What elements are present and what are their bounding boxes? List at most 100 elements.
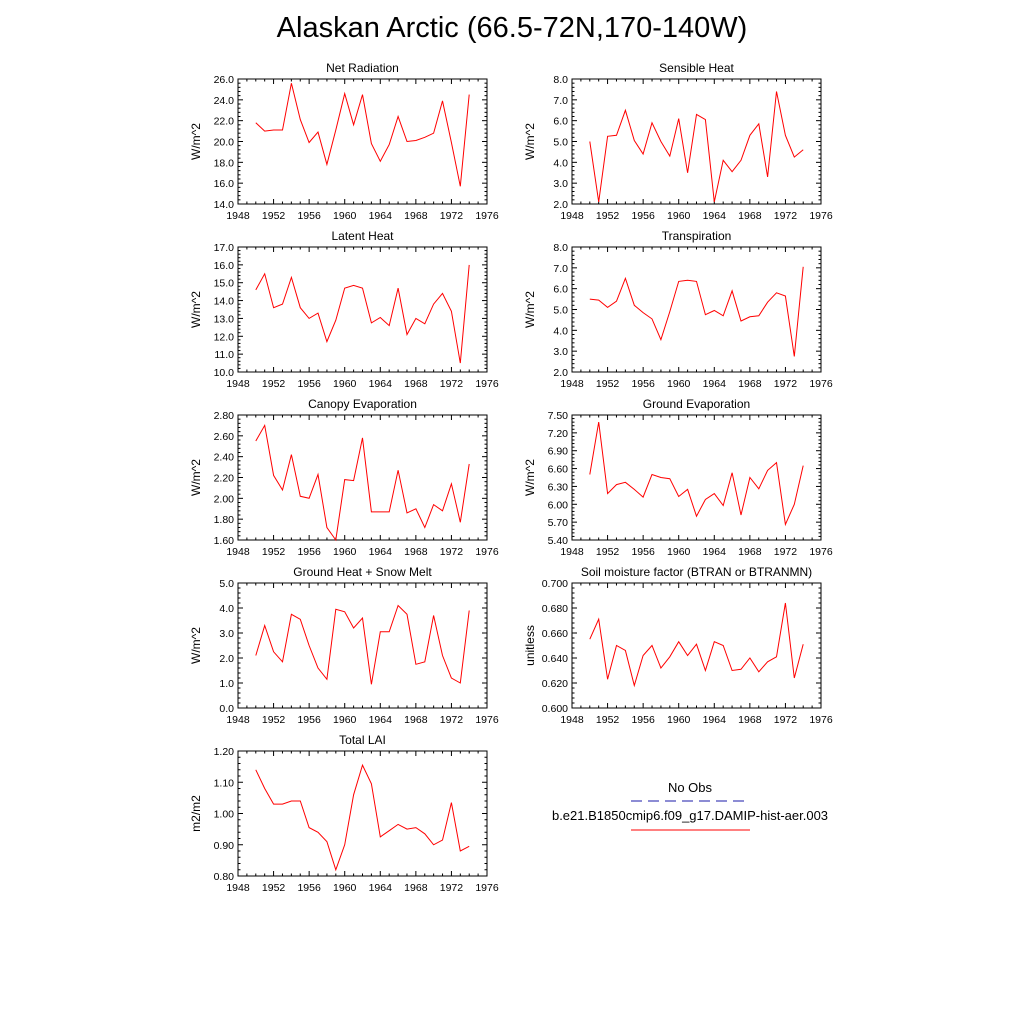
x-tick-label: 1960 (333, 714, 357, 726)
y-tick-label: 0.640 (542, 653, 568, 665)
x-tick-label: 1972 (774, 378, 798, 390)
panel-title: Canopy Evaporation (308, 397, 417, 411)
y-axis-label: W/m^2 (189, 123, 203, 160)
x-tick-label: 1964 (369, 882, 393, 894)
series-line (589, 266, 804, 357)
x-tick-label: 1968 (738, 714, 762, 726)
x-tick-label: 1948 (226, 546, 250, 558)
x-tick-label: 1972 (774, 714, 798, 726)
y-axis-label: W/m^2 (523, 123, 537, 160)
y-tick-label: 26.0 (214, 74, 235, 86)
x-tick-label: 1968 (404, 546, 428, 558)
y-axis-label: m2/m2 (189, 795, 203, 832)
x-tick-label: 1964 (369, 210, 393, 222)
x-tick-label: 1956 (631, 714, 655, 726)
x-tick-label: 1952 (596, 378, 620, 390)
x-tick-label: 1976 (809, 714, 833, 726)
y-tick-label: 0.80 (214, 871, 235, 883)
chart-panel: Sensible Heat W/m^2 1948 1952 1956 1960 1964 19… (523, 61, 833, 222)
panel-title: Total LAI (339, 733, 386, 747)
x-tick-label: 1956 (297, 714, 321, 726)
x-tick-label: 1956 (297, 378, 321, 390)
legend: No Obs b.e21.B1850cmip6.f09_g17.DAMIP-hi… (552, 780, 828, 831)
y-tick-label: 5.0 (219, 578, 234, 590)
x-tick-label: 1948 (226, 714, 250, 726)
y-tick-label: 0.600 (542, 703, 568, 715)
x-tick-label: 1960 (667, 378, 691, 390)
x-tick-label: 1948 (560, 210, 584, 222)
chart-panel: Net Radiation W/m^2 1948 1952 1956 1960 1964 19… (189, 61, 499, 222)
panel-title: Ground Evaporation (643, 397, 750, 411)
plot-frame (571, 78, 822, 205)
y-tick-label: 11.0 (214, 349, 234, 361)
y-tick-label: 7.0 (553, 95, 568, 107)
y-tick-label: 6.0 (553, 116, 568, 128)
series-line (589, 422, 804, 527)
x-tick-label: 1956 (297, 210, 321, 222)
x-tick-label: 1960 (333, 882, 357, 894)
y-tick-label: 12.0 (214, 331, 235, 343)
x-tick-label: 1976 (809, 210, 833, 222)
y-tick-label: 17.0 (214, 242, 235, 254)
x-tick-label: 1948 (226, 882, 250, 894)
x-tick-label: 1952 (596, 714, 620, 726)
x-tick-label: 1948 (226, 210, 250, 222)
y-tick-label: 3.0 (553, 178, 568, 190)
y-tick-label: 0.700 (542, 578, 568, 590)
y-tick-label: 8.0 (553, 242, 568, 254)
y-tick-label: 13.0 (214, 313, 235, 325)
x-tick-label: 1972 (774, 546, 798, 558)
x-tick-label: 1960 (667, 714, 691, 726)
x-tick-label: 1960 (333, 546, 357, 558)
y-tick-label: 3.0 (553, 346, 568, 358)
x-tick-label: 1972 (440, 882, 464, 894)
chart-panel: Transpiration W/m^2 1948 1952 1956 1960 1964 19… (523, 229, 833, 390)
x-tick-label: 1960 (333, 378, 357, 390)
series-line (255, 423, 470, 542)
x-tick-label: 1976 (475, 378, 499, 390)
y-tick-label: 2.20 (214, 473, 235, 485)
y-tick-label: 7.50 (548, 410, 569, 422)
plot-frame (237, 246, 488, 373)
plot-frame (237, 750, 488, 877)
x-tick-label: 1956 (297, 882, 321, 894)
x-tick-label: 1976 (475, 714, 499, 726)
x-tick-label: 1948 (560, 546, 584, 558)
y-tick-label: 5.0 (553, 137, 568, 149)
x-tick-label: 1952 (596, 210, 620, 222)
y-tick-label: 2.00 (214, 493, 235, 505)
y-tick-label: 1.80 (214, 514, 235, 526)
panel-title: Latent Heat (331, 229, 394, 243)
plot-frame (237, 582, 488, 709)
x-tick-label: 1964 (369, 714, 393, 726)
x-tick-label: 1948 (226, 378, 250, 390)
x-tick-label: 1964 (703, 546, 727, 558)
y-tick-label: 14.0 (214, 296, 235, 308)
x-tick-label: 1964 (703, 714, 727, 726)
plot-frame (237, 78, 488, 205)
chart-panel: Canopy Evaporation W/m^2 1948 1952 1956 1960 1… (189, 397, 499, 558)
x-tick-label: 1976 (809, 378, 833, 390)
y-tick-label: 3.0 (219, 628, 234, 640)
x-tick-label: 1952 (262, 882, 286, 894)
y-tick-label: 5.0 (553, 305, 568, 317)
x-tick-label: 1968 (404, 882, 428, 894)
y-tick-label: 16.0 (214, 260, 235, 272)
x-tick-label: 1972 (440, 546, 464, 558)
x-tick-label: 1952 (262, 714, 286, 726)
chart-panel: Ground Heat + Snow Melt W/m^2 1948 1952 1956… (189, 565, 499, 726)
plot-frame (571, 414, 822, 541)
y-tick-label: 2.0 (553, 367, 568, 379)
chart-panel: Ground Evaporation W/m^2 1948 1952 1956 1960 1… (523, 397, 833, 558)
y-tick-label: 22.0 (214, 116, 235, 128)
x-tick-label: 1952 (262, 378, 286, 390)
panel-title: Soil moisture factor (BTRAN or BTRANMN) (581, 565, 812, 579)
y-tick-label: 20.0 (214, 137, 235, 149)
panel-title: Net Radiation (326, 61, 399, 75)
y-tick-label: 2.40 (214, 452, 235, 464)
y-tick-label: 24.0 (214, 95, 235, 107)
x-tick-label: 1956 (631, 546, 655, 558)
y-tick-label: 2.60 (214, 431, 235, 443)
x-tick-label: 1976 (475, 882, 499, 894)
